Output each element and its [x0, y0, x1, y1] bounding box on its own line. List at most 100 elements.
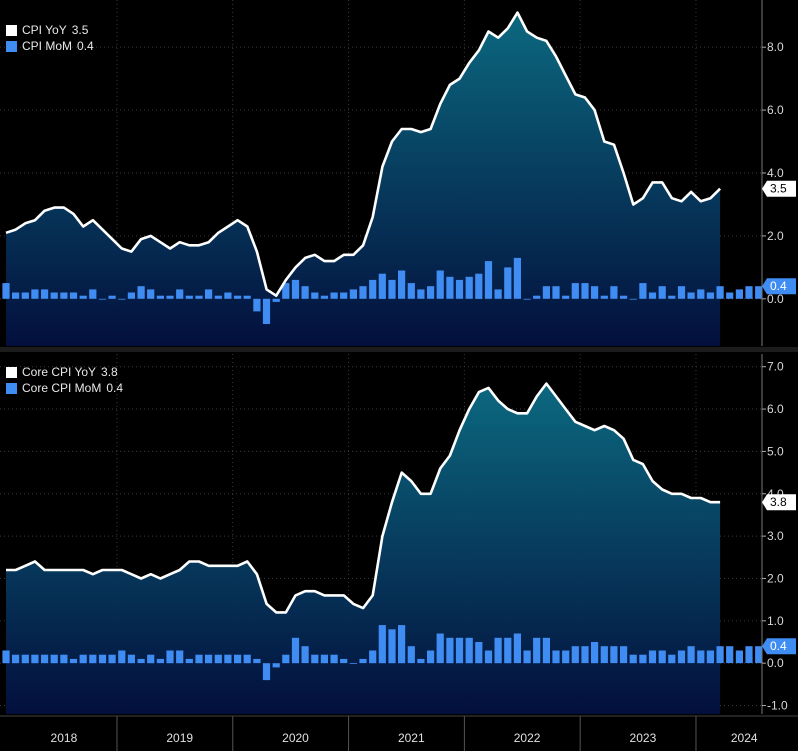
mom-bar	[571, 646, 579, 664]
y-tick-label: 2.0	[767, 229, 784, 243]
mom-bar	[311, 654, 319, 664]
mom-bar	[475, 273, 483, 299]
legend-label: Core CPI YoY	[22, 365, 97, 379]
mom-bar	[98, 654, 107, 664]
mom-bar	[446, 276, 454, 299]
mom-bar	[69, 292, 78, 299]
mom-bar	[205, 654, 213, 664]
mom-bar	[205, 289, 213, 299]
mom-bar	[726, 292, 734, 299]
mom-bar	[282, 654, 290, 664]
mom-bar	[69, 658, 78, 664]
mom-bar	[465, 637, 473, 664]
mom-bar	[407, 646, 415, 664]
mom-bar	[542, 286, 550, 299]
mom-bar	[620, 646, 628, 664]
panel-1: 0.0 2.0 4.0 6.0 8.0 3.5 0.4	[0, 0, 796, 346]
mom-bar	[12, 654, 20, 664]
panel-1-legend: CPI YoY 3.5 CPI MoM 0.4	[6, 22, 94, 54]
mom-bar	[330, 654, 338, 664]
y-tick-label: 6.0	[767, 402, 784, 416]
mom-bar	[533, 295, 541, 299]
mom-bar	[398, 270, 406, 299]
mom-bar	[417, 658, 425, 664]
mom-bar	[735, 289, 743, 299]
mom-bar	[591, 642, 599, 664]
mom-bar	[262, 298, 271, 324]
last-value-tag: 0.4	[762, 638, 796, 655]
mom-bar	[214, 654, 222, 664]
mom-bar	[600, 646, 608, 664]
yoy-area	[6, 383, 721, 714]
mom-bar	[195, 654, 203, 664]
mom-bar	[658, 286, 666, 299]
tag-label: 3.5	[770, 182, 787, 196]
mom-bar	[697, 650, 705, 664]
legend-swatch	[6, 366, 17, 378]
mom-bar	[330, 292, 338, 299]
legend-label: Core CPI MoM	[22, 381, 102, 395]
mom-bar	[118, 298, 126, 300]
legend-label: CPI MoM	[22, 39, 73, 53]
mom-bar	[369, 650, 377, 664]
mom-bar	[562, 295, 570, 299]
mom-bar	[465, 276, 473, 299]
mom-bar	[166, 295, 174, 299]
legend-entry: CPI MoM 0.4	[6, 38, 94, 54]
mom-bar	[388, 279, 396, 299]
mom-bar	[591, 286, 599, 299]
legend-swatch	[6, 24, 17, 36]
mom-bar	[89, 654, 97, 664]
y-tick-label: 6.0	[767, 103, 784, 117]
mom-bar	[407, 283, 415, 299]
mom-bar	[301, 286, 309, 299]
y-tick-label: 2.0	[767, 571, 784, 585]
mom-bar	[340, 658, 348, 664]
mom-bar	[137, 658, 145, 664]
mom-bar	[50, 292, 58, 299]
mom-bar	[108, 295, 116, 299]
mom-bar	[195, 295, 203, 299]
mom-bar	[697, 289, 705, 299]
mom-bar	[234, 295, 242, 299]
mom-bar	[552, 286, 560, 299]
last-value-tag: 3.8	[762, 494, 796, 511]
mom-bar	[185, 295, 193, 299]
x-tick-label: 2018	[51, 731, 78, 745]
mom-bar	[494, 289, 502, 299]
mom-bar	[716, 646, 724, 664]
x-tick-label: 2019	[166, 731, 193, 745]
mom-bar	[475, 642, 483, 664]
mom-bar	[755, 286, 763, 299]
mom-bar	[398, 625, 406, 664]
legend-value: 3.5	[71, 23, 89, 37]
y-tick-label: 8.0	[767, 40, 784, 54]
mom-bar	[484, 650, 493, 664]
mom-bar	[272, 298, 280, 302]
mom-bar	[610, 286, 618, 299]
mom-bar	[494, 637, 502, 664]
mom-bar	[291, 637, 300, 664]
mom-bar	[2, 650, 10, 664]
mom-bar	[340, 292, 348, 299]
y-tick-label: 4.0	[767, 166, 784, 180]
x-tick-label: 2020	[282, 731, 309, 745]
mom-bar	[369, 279, 377, 299]
mom-bar	[687, 646, 695, 664]
x-tick-label: 2024	[731, 731, 758, 745]
mom-bar	[60, 292, 68, 299]
mom-bar	[359, 286, 367, 299]
mom-bar	[513, 257, 521, 299]
legend-swatch	[6, 40, 17, 52]
mom-bar	[562, 650, 570, 664]
mom-bar	[320, 654, 328, 664]
mom-bar	[214, 295, 222, 299]
mom-bar	[349, 289, 357, 299]
legend-label: CPI YoY	[22, 23, 67, 37]
mom-bar	[581, 646, 589, 664]
mom-bar	[41, 654, 49, 664]
mom-bar	[735, 650, 743, 664]
x-tick-label: 2021	[398, 731, 425, 745]
